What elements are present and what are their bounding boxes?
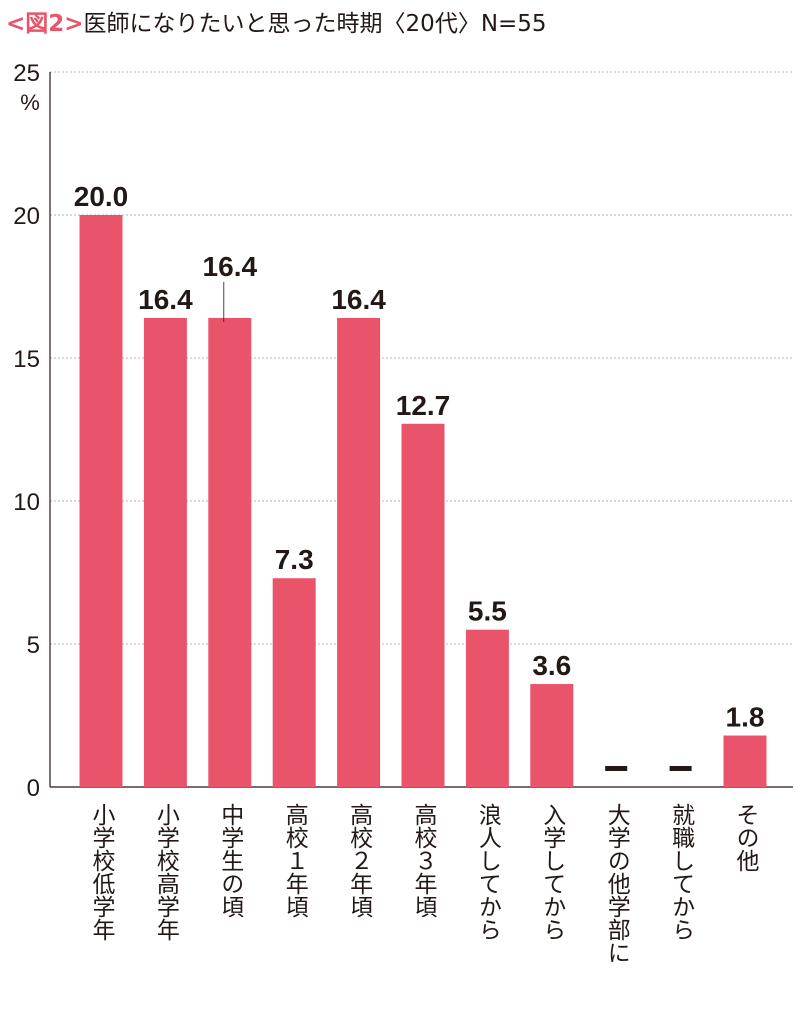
y-tick-label: 25 <box>13 60 40 87</box>
value-label: 7.3 <box>275 544 314 575</box>
value-label: 16.4 <box>138 284 193 315</box>
category-label: 中学生の頃 <box>217 803 244 918</box>
category-label: 小学校低学年 <box>88 803 116 941</box>
bar <box>272 578 316 787</box>
category-label: 大学の他学部に <box>603 803 631 964</box>
bar <box>401 423 445 787</box>
category-labels: 小学校低学年 小学校高学年 中学生の頃 高校１年頃 高校２年頃 高校３年頃 浪人してから 入学… <box>88 803 760 964</box>
category-label: 高校１年頃 <box>281 803 309 918</box>
bar <box>143 317 187 787</box>
value-label: 1.8 <box>726 702 765 733</box>
chart-title: <図2>医師になりたいと思った時期〈20代〉N=55 <box>6 4 547 38</box>
y-tick-label: 0 <box>27 775 40 802</box>
value-label: 20.0 <box>74 181 129 212</box>
bar <box>79 215 123 787</box>
value-label: – <box>673 748 689 779</box>
value-label: 12.7 <box>396 390 451 421</box>
bar <box>723 735 767 787</box>
bar <box>530 684 574 787</box>
y-tick-label: 10 <box>13 489 40 516</box>
y-unit-label: % <box>20 90 40 115</box>
bars <box>79 215 767 787</box>
category-label: 就職してから <box>668 803 696 941</box>
value-label-dash <box>669 766 692 771</box>
title-text: 医師になりたいと思った時期〈20代〉N=55 <box>83 11 547 37</box>
y-tick-label: 5 <box>27 632 40 659</box>
category-label: 浪人してから <box>474 803 502 941</box>
category-label: 小学校高学年 <box>152 803 180 941</box>
value-label: – <box>608 748 624 779</box>
category-label: 入学してから <box>539 803 567 941</box>
category-label: その他 <box>732 803 760 872</box>
bar <box>465 629 509 787</box>
value-label: 3.6 <box>532 650 571 681</box>
value-label: 16.4 <box>203 251 258 282</box>
y-tick-label: 15 <box>13 346 40 373</box>
bar <box>337 317 381 787</box>
y-tick-label: 20 <box>13 203 40 230</box>
value-label: 16.4 <box>331 284 386 315</box>
figure-label: <図2> <box>6 11 84 37</box>
value-labels: 20.016.416.47.316.412.75.53.6––1.8– <box>74 181 765 779</box>
category-label: 高校２年頃 <box>346 803 374 918</box>
bar <box>208 317 252 787</box>
value-label-dash <box>605 766 628 771</box>
value-label: 5.5 <box>468 596 507 627</box>
category-label: 高校３年頃 <box>410 803 438 918</box>
